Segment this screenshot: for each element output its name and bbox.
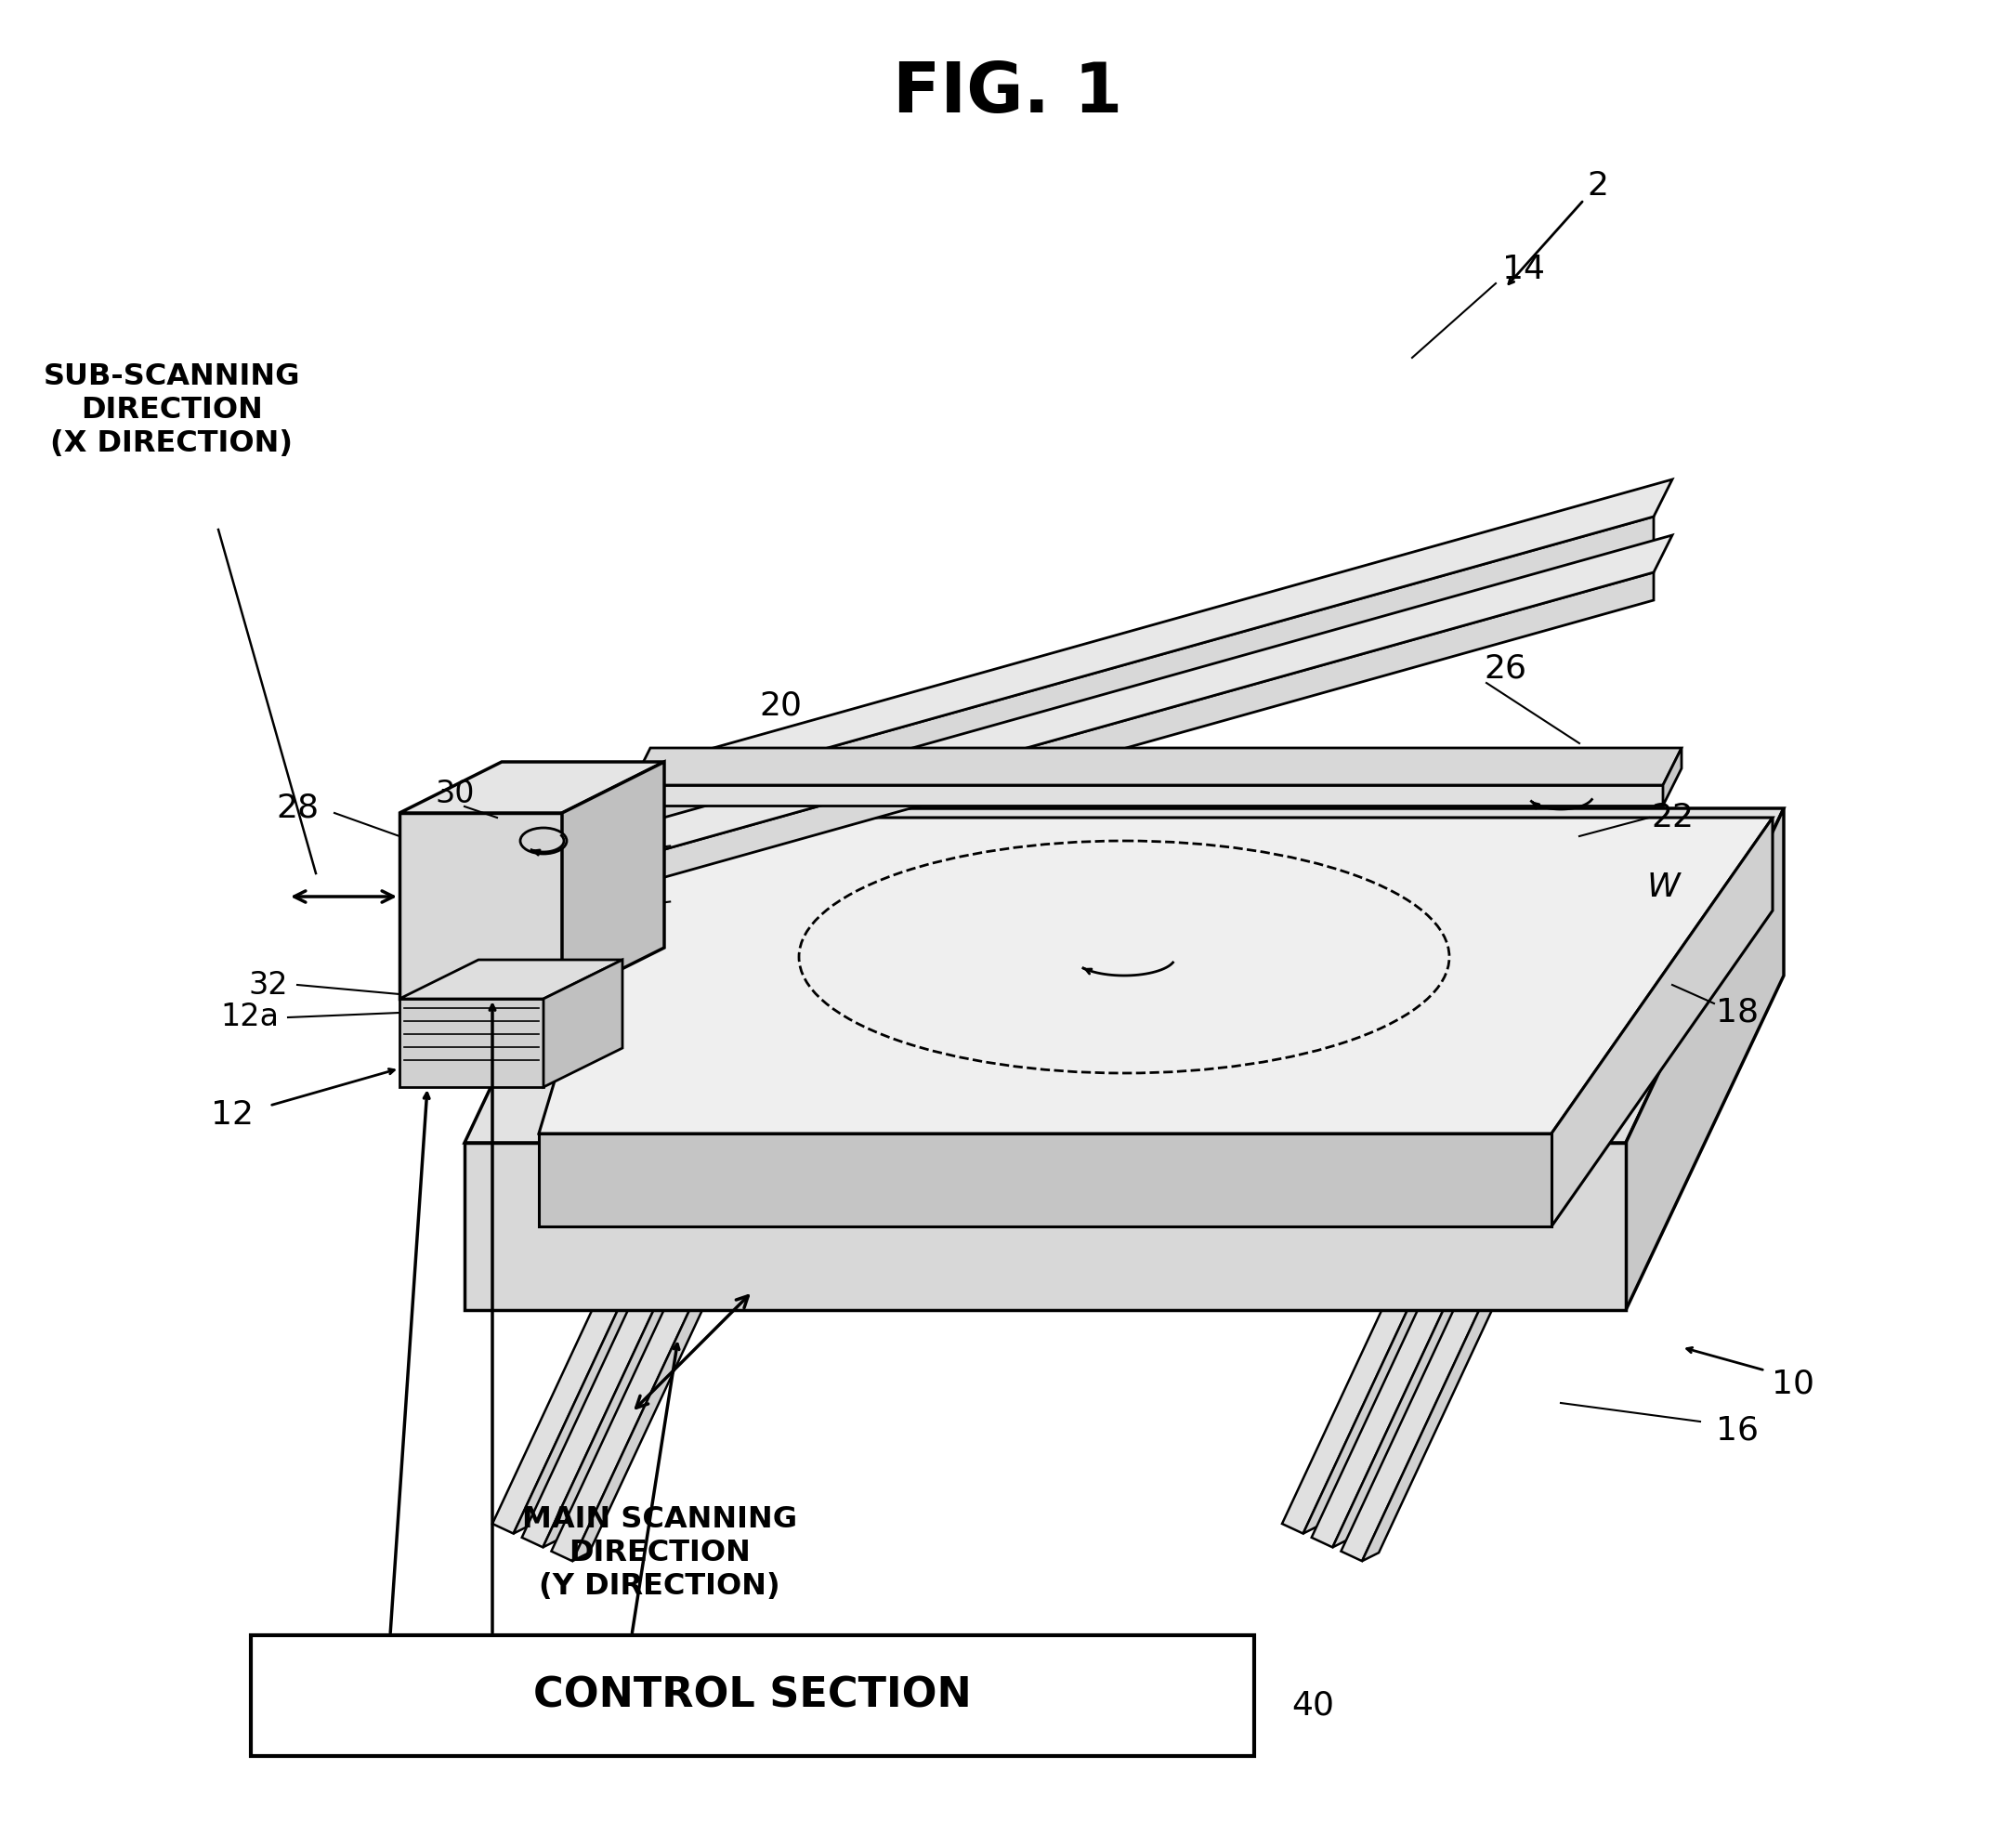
Text: 16: 16 xyxy=(1716,1416,1758,1447)
Polygon shape xyxy=(538,1133,1552,1227)
Polygon shape xyxy=(464,808,1784,1142)
Polygon shape xyxy=(631,785,1663,806)
Ellipse shape xyxy=(520,828,566,854)
Text: 20: 20 xyxy=(758,691,802,723)
Text: 22: 22 xyxy=(1651,802,1693,833)
Polygon shape xyxy=(542,981,821,1547)
Polygon shape xyxy=(544,959,623,1087)
Polygon shape xyxy=(446,874,464,939)
Text: 2: 2 xyxy=(1587,170,1609,201)
Polygon shape xyxy=(573,996,849,1562)
FancyBboxPatch shape xyxy=(250,1635,1254,1756)
Polygon shape xyxy=(538,817,1772,1133)
Polygon shape xyxy=(399,761,663,813)
Polygon shape xyxy=(399,998,544,1087)
Polygon shape xyxy=(550,994,833,1562)
Polygon shape xyxy=(1552,817,1772,1227)
Polygon shape xyxy=(1302,968,1581,1534)
Polygon shape xyxy=(1312,979,1593,1547)
Text: 18: 18 xyxy=(1716,996,1758,1029)
Polygon shape xyxy=(562,761,663,998)
Polygon shape xyxy=(399,813,562,998)
Text: MAIN SCANNING
DIRECTION
(Y DIRECTION): MAIN SCANNING DIRECTION (Y DIRECTION) xyxy=(522,1504,796,1600)
Text: FIG. 1: FIG. 1 xyxy=(893,59,1123,128)
Text: CONTROL SECTION: CONTROL SECTION xyxy=(534,1676,972,1715)
Polygon shape xyxy=(514,968,790,1534)
Polygon shape xyxy=(446,517,1653,883)
Text: SUB-SCANNING
DIRECTION
(X DIRECTION): SUB-SCANNING DIRECTION (X DIRECTION) xyxy=(44,362,300,458)
Polygon shape xyxy=(464,1142,1625,1310)
Polygon shape xyxy=(1282,967,1562,1534)
Polygon shape xyxy=(1341,994,1623,1562)
Text: 12a: 12a xyxy=(220,1002,278,1033)
Polygon shape xyxy=(1663,748,1681,806)
Polygon shape xyxy=(522,979,802,1547)
Text: 12: 12 xyxy=(212,1100,254,1131)
Polygon shape xyxy=(446,817,464,883)
Polygon shape xyxy=(1333,981,1609,1547)
Text: 40: 40 xyxy=(1292,1689,1335,1720)
Text: 10: 10 xyxy=(1772,1369,1814,1401)
Polygon shape xyxy=(1363,996,1639,1562)
Text: 14: 14 xyxy=(1502,253,1544,285)
Polygon shape xyxy=(631,748,1681,785)
Polygon shape xyxy=(492,967,774,1534)
Polygon shape xyxy=(446,479,1671,856)
Text: 28: 28 xyxy=(276,793,319,824)
Text: 30: 30 xyxy=(435,780,476,809)
Polygon shape xyxy=(446,536,1671,911)
Polygon shape xyxy=(446,573,1653,939)
Text: 26: 26 xyxy=(1484,652,1526,686)
Polygon shape xyxy=(1625,808,1784,1310)
Polygon shape xyxy=(399,959,623,998)
Text: 32: 32 xyxy=(248,970,288,1000)
Text: W: W xyxy=(1647,872,1679,904)
